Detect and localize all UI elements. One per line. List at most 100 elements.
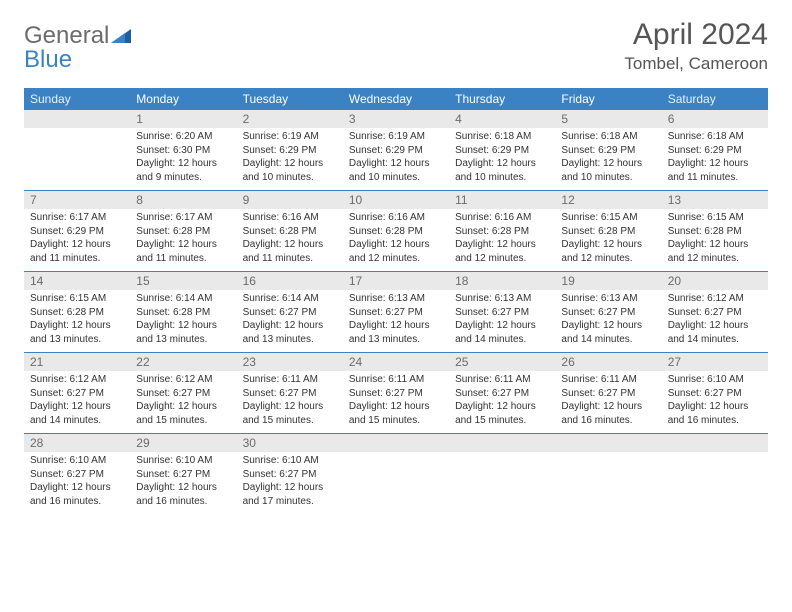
day-details: Sunrise: 6:14 AMSunset: 6:28 PMDaylight:… bbox=[130, 290, 236, 352]
day-number: 10 bbox=[343, 191, 449, 209]
detail-line: Daylight: 12 hours bbox=[136, 400, 230, 414]
detail-line: Daylight: 12 hours bbox=[349, 400, 443, 414]
calendar-cell: 16Sunrise: 6:14 AMSunset: 6:27 PMDayligh… bbox=[237, 272, 343, 353]
detail-line: Sunrise: 6:14 AM bbox=[136, 292, 230, 306]
day-details: Sunrise: 6:18 AMSunset: 6:29 PMDaylight:… bbox=[555, 128, 661, 190]
detail-line: Daylight: 12 hours bbox=[136, 157, 230, 171]
detail-line: Sunset: 6:27 PM bbox=[668, 387, 762, 401]
title-block: April 2024 Tombel, Cameroon bbox=[624, 18, 768, 74]
calendar-head: SundayMondayTuesdayWednesdayThursdayFrid… bbox=[24, 88, 768, 110]
day-number: 17 bbox=[343, 272, 449, 290]
detail-line: Sunset: 6:29 PM bbox=[243, 144, 337, 158]
detail-line: Daylight: 12 hours bbox=[455, 400, 549, 414]
detail-line: and 15 minutes. bbox=[349, 414, 443, 428]
brand-word1: General bbox=[24, 22, 109, 49]
calendar-cell: 7Sunrise: 6:17 AMSunset: 6:29 PMDaylight… bbox=[24, 191, 130, 272]
brand-triangle-icon bbox=[111, 24, 131, 48]
detail-line: Sunrise: 6:15 AM bbox=[30, 292, 124, 306]
day-details: Sunrise: 6:11 AMSunset: 6:27 PMDaylight:… bbox=[237, 371, 343, 433]
detail-line: Sunrise: 6:10 AM bbox=[243, 454, 337, 468]
day-header: Monday bbox=[130, 88, 236, 110]
detail-line: Sunset: 6:27 PM bbox=[455, 387, 549, 401]
detail-line: Sunrise: 6:12 AM bbox=[136, 373, 230, 387]
detail-line: Sunset: 6:27 PM bbox=[561, 306, 655, 320]
calendar-cell: 22Sunrise: 6:12 AMSunset: 6:27 PMDayligh… bbox=[130, 353, 236, 434]
detail-line: and 14 minutes. bbox=[455, 333, 549, 347]
day-number: 25 bbox=[449, 353, 555, 371]
brand-word2: Blue bbox=[24, 46, 72, 73]
calendar-week-row: 1Sunrise: 6:20 AMSunset: 6:30 PMDaylight… bbox=[24, 110, 768, 191]
detail-line: Daylight: 12 hours bbox=[668, 238, 762, 252]
day-number: 24 bbox=[343, 353, 449, 371]
calendar-body: 1Sunrise: 6:20 AMSunset: 6:30 PMDaylight… bbox=[24, 110, 768, 514]
detail-line: Sunset: 6:27 PM bbox=[136, 387, 230, 401]
detail-line: Sunrise: 6:16 AM bbox=[243, 211, 337, 225]
day-details bbox=[555, 452, 661, 510]
detail-line: and 16 minutes. bbox=[668, 414, 762, 428]
calendar-cell: 13Sunrise: 6:15 AMSunset: 6:28 PMDayligh… bbox=[662, 191, 768, 272]
day-number: 23 bbox=[237, 353, 343, 371]
brand-line2: Blue bbox=[24, 48, 131, 72]
day-details bbox=[24, 128, 130, 186]
detail-line: Sunset: 6:27 PM bbox=[349, 387, 443, 401]
day-number: 5 bbox=[555, 110, 661, 128]
detail-line: Sunrise: 6:15 AM bbox=[668, 211, 762, 225]
day-details: Sunrise: 6:16 AMSunset: 6:28 PMDaylight:… bbox=[449, 209, 555, 271]
calendar-cell: 23Sunrise: 6:11 AMSunset: 6:27 PMDayligh… bbox=[237, 353, 343, 434]
detail-line: Sunrise: 6:13 AM bbox=[561, 292, 655, 306]
detail-line: Daylight: 12 hours bbox=[668, 319, 762, 333]
detail-line: Sunset: 6:28 PM bbox=[455, 225, 549, 239]
calendar-cell: 17Sunrise: 6:13 AMSunset: 6:27 PMDayligh… bbox=[343, 272, 449, 353]
day-header: Sunday bbox=[24, 88, 130, 110]
detail-line: Daylight: 12 hours bbox=[243, 319, 337, 333]
detail-line: and 13 minutes. bbox=[349, 333, 443, 347]
calendar-cell: 18Sunrise: 6:13 AMSunset: 6:27 PMDayligh… bbox=[449, 272, 555, 353]
day-number: 16 bbox=[237, 272, 343, 290]
calendar-cell: 2Sunrise: 6:19 AMSunset: 6:29 PMDaylight… bbox=[237, 110, 343, 191]
day-header: Wednesday bbox=[343, 88, 449, 110]
day-header: Thursday bbox=[449, 88, 555, 110]
day-details: Sunrise: 6:17 AMSunset: 6:28 PMDaylight:… bbox=[130, 209, 236, 271]
detail-line: Sunrise: 6:18 AM bbox=[668, 130, 762, 144]
day-details: Sunrise: 6:13 AMSunset: 6:27 PMDaylight:… bbox=[555, 290, 661, 352]
detail-line: Sunset: 6:27 PM bbox=[349, 306, 443, 320]
detail-line: Daylight: 12 hours bbox=[30, 481, 124, 495]
calendar-cell bbox=[662, 434, 768, 515]
calendar-week-row: 14Sunrise: 6:15 AMSunset: 6:28 PMDayligh… bbox=[24, 272, 768, 353]
detail-line: Sunset: 6:29 PM bbox=[30, 225, 124, 239]
day-details: Sunrise: 6:13 AMSunset: 6:27 PMDaylight:… bbox=[343, 290, 449, 352]
calendar-cell: 28Sunrise: 6:10 AMSunset: 6:27 PMDayligh… bbox=[24, 434, 130, 515]
detail-line: Daylight: 12 hours bbox=[30, 238, 124, 252]
day-details: Sunrise: 6:15 AMSunset: 6:28 PMDaylight:… bbox=[24, 290, 130, 352]
day-number bbox=[555, 434, 661, 452]
detail-line: and 9 minutes. bbox=[136, 171, 230, 185]
detail-line: Sunrise: 6:18 AM bbox=[455, 130, 549, 144]
day-number: 2 bbox=[237, 110, 343, 128]
day-number: 30 bbox=[237, 434, 343, 452]
calendar-cell: 14Sunrise: 6:15 AMSunset: 6:28 PMDayligh… bbox=[24, 272, 130, 353]
day-details: Sunrise: 6:12 AMSunset: 6:27 PMDaylight:… bbox=[130, 371, 236, 433]
detail-line: Sunset: 6:29 PM bbox=[668, 144, 762, 158]
day-details: Sunrise: 6:15 AMSunset: 6:28 PMDaylight:… bbox=[662, 209, 768, 271]
detail-line: Sunrise: 6:12 AM bbox=[668, 292, 762, 306]
detail-line: and 11 minutes. bbox=[30, 252, 124, 266]
detail-line: Sunrise: 6:11 AM bbox=[561, 373, 655, 387]
day-number: 18 bbox=[449, 272, 555, 290]
detail-line: Sunset: 6:28 PM bbox=[30, 306, 124, 320]
calendar-cell: 19Sunrise: 6:13 AMSunset: 6:27 PMDayligh… bbox=[555, 272, 661, 353]
detail-line: Sunset: 6:27 PM bbox=[668, 306, 762, 320]
day-number: 12 bbox=[555, 191, 661, 209]
day-details bbox=[343, 452, 449, 510]
detail-line: Sunrise: 6:11 AM bbox=[349, 373, 443, 387]
calendar-week-row: 7Sunrise: 6:17 AMSunset: 6:29 PMDaylight… bbox=[24, 191, 768, 272]
detail-line: Daylight: 12 hours bbox=[243, 481, 337, 495]
calendar-cell: 29Sunrise: 6:10 AMSunset: 6:27 PMDayligh… bbox=[130, 434, 236, 515]
detail-line: Daylight: 12 hours bbox=[243, 238, 337, 252]
detail-line: Sunset: 6:28 PM bbox=[243, 225, 337, 239]
day-details: Sunrise: 6:13 AMSunset: 6:27 PMDaylight:… bbox=[449, 290, 555, 352]
day-details: Sunrise: 6:18 AMSunset: 6:29 PMDaylight:… bbox=[449, 128, 555, 190]
calendar-cell bbox=[24, 110, 130, 191]
detail-line: and 11 minutes. bbox=[136, 252, 230, 266]
detail-line: Daylight: 12 hours bbox=[349, 319, 443, 333]
detail-line: and 12 minutes. bbox=[561, 252, 655, 266]
